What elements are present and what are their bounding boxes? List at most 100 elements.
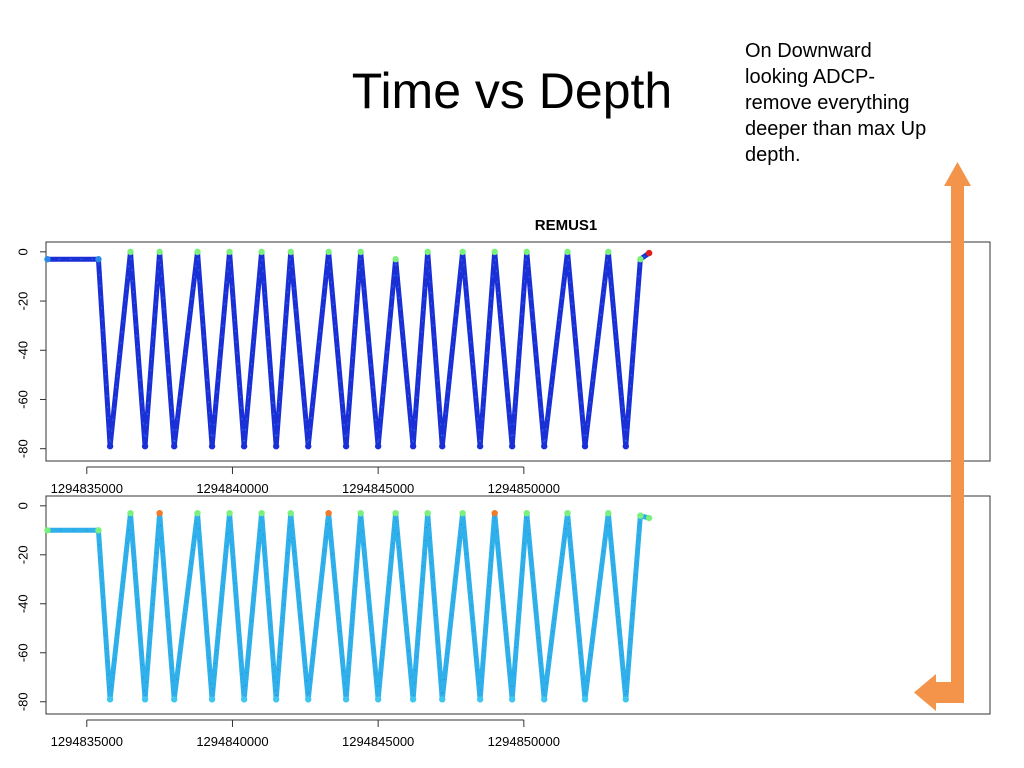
note-line: depth.	[745, 144, 801, 166]
data-point	[226, 509, 233, 517]
data-point	[272, 443, 280, 450]
chart-panel-2: 0 -20 -40 -60 -80 1294835000 1294840000 1294845…	[15, 495, 991, 749]
data-point	[305, 696, 312, 703]
data-point	[357, 248, 364, 256]
data-point	[439, 443, 446, 450]
data-point	[258, 509, 265, 517]
data-point	[622, 443, 630, 450]
data-point	[459, 509, 466, 517]
data-point	[287, 248, 294, 256]
data-point	[564, 509, 571, 517]
x-tick-label: 1294845000	[342, 481, 414, 496]
data-point	[409, 696, 417, 703]
y-tick-label: 0	[15, 248, 30, 255]
data-point	[156, 509, 163, 517]
y-tick-label: -20	[15, 292, 30, 311]
data-point	[409, 443, 417, 450]
x-tick-label: 1294850000	[488, 481, 560, 496]
data-point	[541, 696, 548, 703]
annotation-arrow	[914, 162, 971, 711]
data-point	[374, 443, 382, 450]
data-point	[95, 527, 102, 534]
data-point	[127, 509, 134, 517]
data-point	[491, 248, 498, 256]
data-point	[622, 696, 630, 703]
y-tick-label: -80	[15, 692, 30, 711]
data-point	[645, 249, 653, 257]
data-point	[156, 248, 163, 256]
data-point	[305, 443, 312, 450]
data-point	[476, 696, 484, 703]
data-point	[141, 443, 149, 450]
data-point	[508, 696, 516, 703]
y-tick-label: -20	[15, 545, 30, 564]
y-tick-label: 0	[15, 502, 30, 509]
x-tick-label: 1294835000	[51, 481, 123, 496]
arrow-shaft	[951, 183, 964, 703]
data-point	[424, 248, 431, 256]
data-point	[170, 696, 178, 703]
data-point	[258, 248, 265, 256]
series-line	[44, 510, 652, 702]
data-point	[127, 248, 134, 256]
arrow-head-up	[944, 162, 971, 186]
plot-frame	[45, 495, 991, 715]
chart-title: REMUS1	[535, 217, 598, 234]
data-point	[637, 512, 644, 519]
data-point	[141, 696, 149, 703]
data-point	[605, 248, 612, 256]
data-point	[44, 256, 51, 263]
data-point	[44, 527, 51, 534]
chart-panel-1: REMUS1 0 -20 -40 -60 -80 1294835000 1294840000 1…	[15, 217, 991, 496]
data-point	[392, 509, 399, 517]
data-point	[170, 443, 178, 450]
data-point	[342, 443, 350, 450]
note-line: looking ADCP-	[745, 66, 876, 88]
data-point	[357, 509, 364, 517]
data-point	[476, 443, 484, 450]
data-point	[194, 248, 201, 256]
x-tick-label: 1294845000	[342, 734, 414, 749]
data-point	[342, 696, 350, 703]
x-tick-label: 1294840000	[196, 734, 268, 749]
series-line	[44, 249, 652, 449]
data-point	[106, 696, 114, 703]
data-point	[523, 509, 530, 517]
note-line: deeper than max Up	[745, 118, 927, 140]
plot-frame	[45, 241, 991, 462]
data-point	[645, 514, 653, 522]
data-point	[392, 256, 399, 263]
y-tick-label: -60	[15, 390, 30, 409]
data-point	[508, 443, 516, 450]
y-tick-label: -80	[15, 439, 30, 458]
data-point	[194, 509, 201, 517]
y-tick-label: -60	[15, 643, 30, 662]
data-point	[564, 248, 571, 256]
data-point	[272, 696, 280, 703]
data-point	[208, 696, 216, 703]
x-tick-label: 1294840000	[196, 481, 268, 496]
data-point	[374, 696, 382, 703]
arrow-head-left	[914, 674, 936, 711]
arrow-corner	[932, 682, 964, 703]
note-line: On Downward	[745, 40, 872, 62]
data-point	[459, 248, 466, 256]
note-line: remove everything	[745, 92, 910, 114]
data-point	[287, 509, 294, 517]
data-point	[325, 509, 332, 517]
data-point	[240, 696, 248, 703]
data-point	[523, 248, 530, 256]
data-point	[325, 248, 332, 256]
y-tick-label: -40	[15, 341, 30, 360]
data-point	[424, 509, 431, 517]
data-point	[637, 256, 644, 263]
y-tick-label: -40	[15, 594, 30, 613]
data-point	[605, 509, 612, 517]
data-point	[581, 696, 589, 703]
data-point	[581, 443, 589, 450]
annotation-note: On Downward looking ADCP- remove everyth…	[745, 38, 985, 168]
data-point	[208, 443, 216, 450]
data-point	[491, 509, 498, 517]
data-point	[226, 248, 233, 256]
